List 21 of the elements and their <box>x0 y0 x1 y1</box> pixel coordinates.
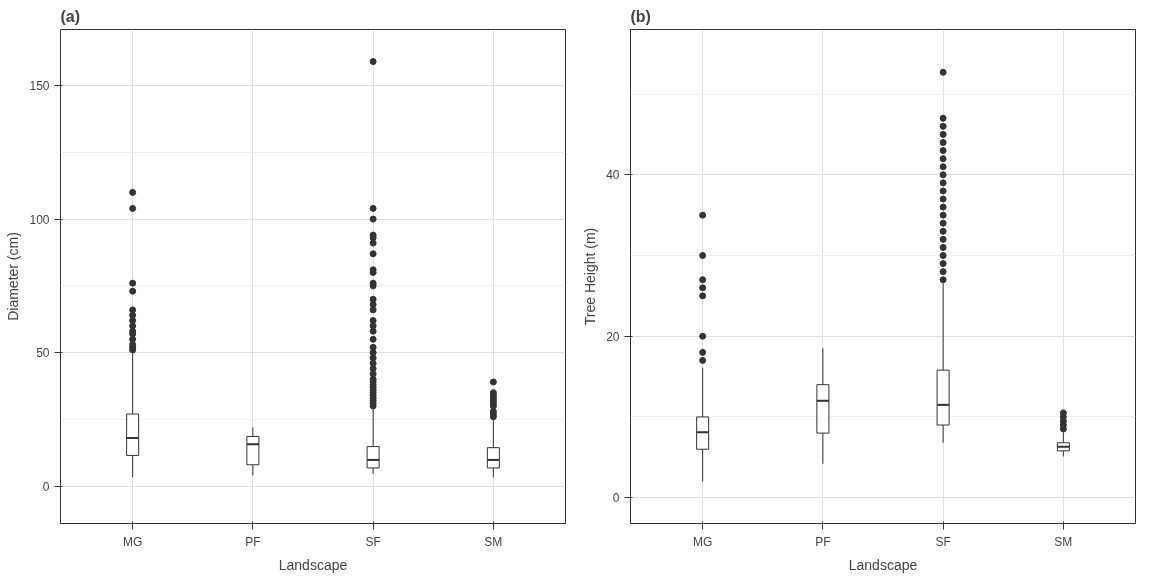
x-tick-label: MG <box>692 534 713 549</box>
x-tick-label: SM <box>1054 534 1073 549</box>
x-tick-label: SM <box>484 534 503 549</box>
y-tick-label: 50 <box>36 346 50 361</box>
x-tick-label: PF <box>815 534 831 549</box>
chart-title: (a) <box>60 7 81 25</box>
y-axis-title: Tree Height (m) <box>582 227 599 326</box>
y-tick-label: 0 <box>612 491 620 506</box>
x-tick-label: PF <box>245 534 261 549</box>
y-tick-label: 150 <box>29 79 50 94</box>
x-tick-label: SF <box>365 534 381 549</box>
y-tick-label: 20 <box>606 329 620 344</box>
x-tick-label: SF <box>935 534 951 549</box>
x-axis-title: Landscape <box>278 556 348 573</box>
y-tick-label: 40 <box>606 168 620 183</box>
x-axis-title: Landscape <box>848 556 918 573</box>
y-tick-label: 100 <box>29 212 50 227</box>
chart-title: (b) <box>630 7 651 25</box>
y-tick-label: 0 <box>42 479 50 494</box>
y-axis-title: Diameter (cm) <box>5 232 22 321</box>
x-tick-label: MG <box>122 534 143 549</box>
